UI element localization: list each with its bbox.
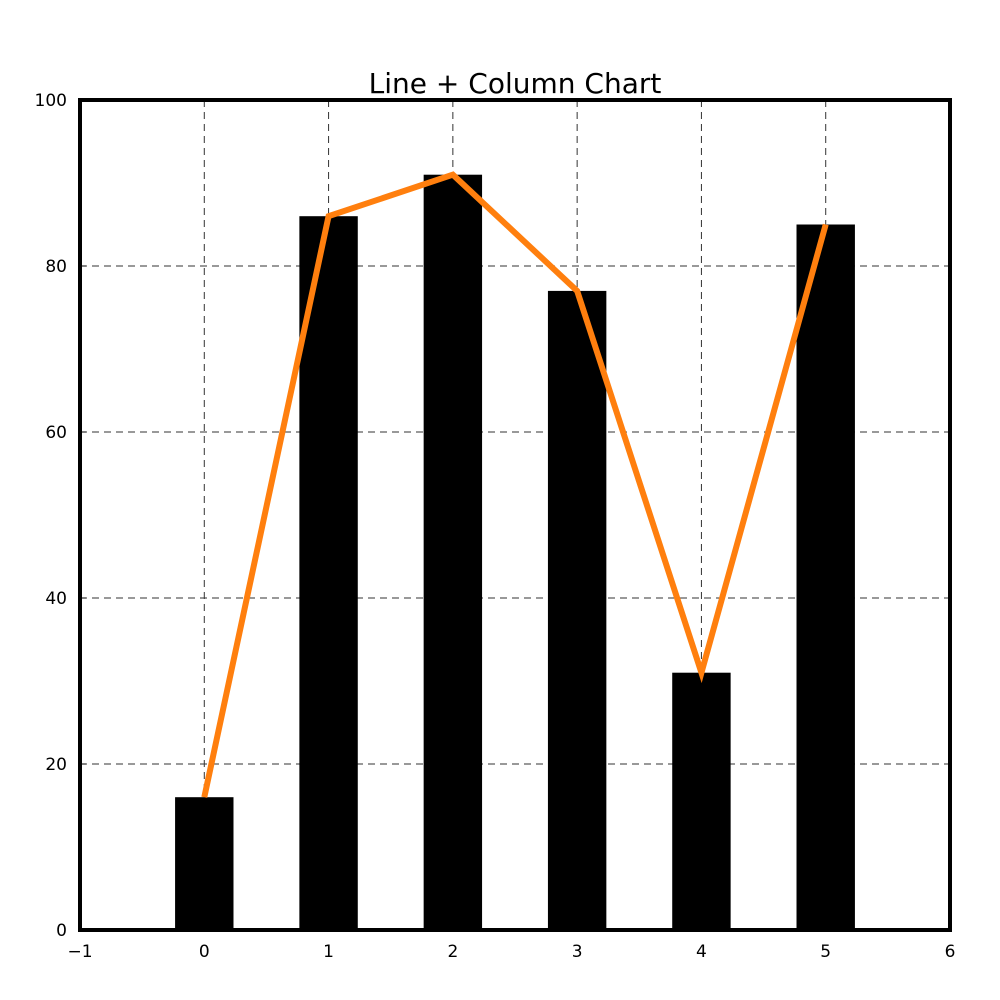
x-tick-label: 5 (820, 942, 831, 962)
x-tick-label: 0 (199, 942, 210, 962)
y-tick-label: 0 (56, 921, 67, 941)
x-tick-label: 4 (696, 942, 707, 962)
bar (547, 290, 607, 930)
bar-series (175, 174, 855, 930)
line-series-path (201, 171, 829, 798)
y-tick-label: 20 (45, 755, 67, 775)
x-tick-label: 3 (572, 942, 583, 962)
x-tick-label: 6 (945, 942, 956, 962)
y-tick-label: 80 (45, 257, 67, 277)
x-axis: −1 0 1 2 3 4 5 6 (67, 924, 955, 962)
bar (299, 216, 358, 930)
x-tick-label: 1 (323, 942, 334, 962)
y-tick-label: 60 (45, 423, 67, 443)
y-axis: 0 20 40 60 80 100 (35, 91, 86, 941)
bar (175, 797, 234, 930)
x-tick-label: 2 (447, 942, 458, 962)
line-series (201, 171, 829, 798)
bar (796, 224, 855, 930)
chart-title: Line + Column Chart (369, 67, 662, 100)
bar (423, 174, 483, 930)
x-tick-label: −1 (67, 942, 92, 962)
y-tick-label: 100 (35, 91, 67, 111)
bar (672, 672, 731, 930)
y-tick-label: 40 (45, 589, 67, 609)
plot-frame (78, 98, 952, 932)
